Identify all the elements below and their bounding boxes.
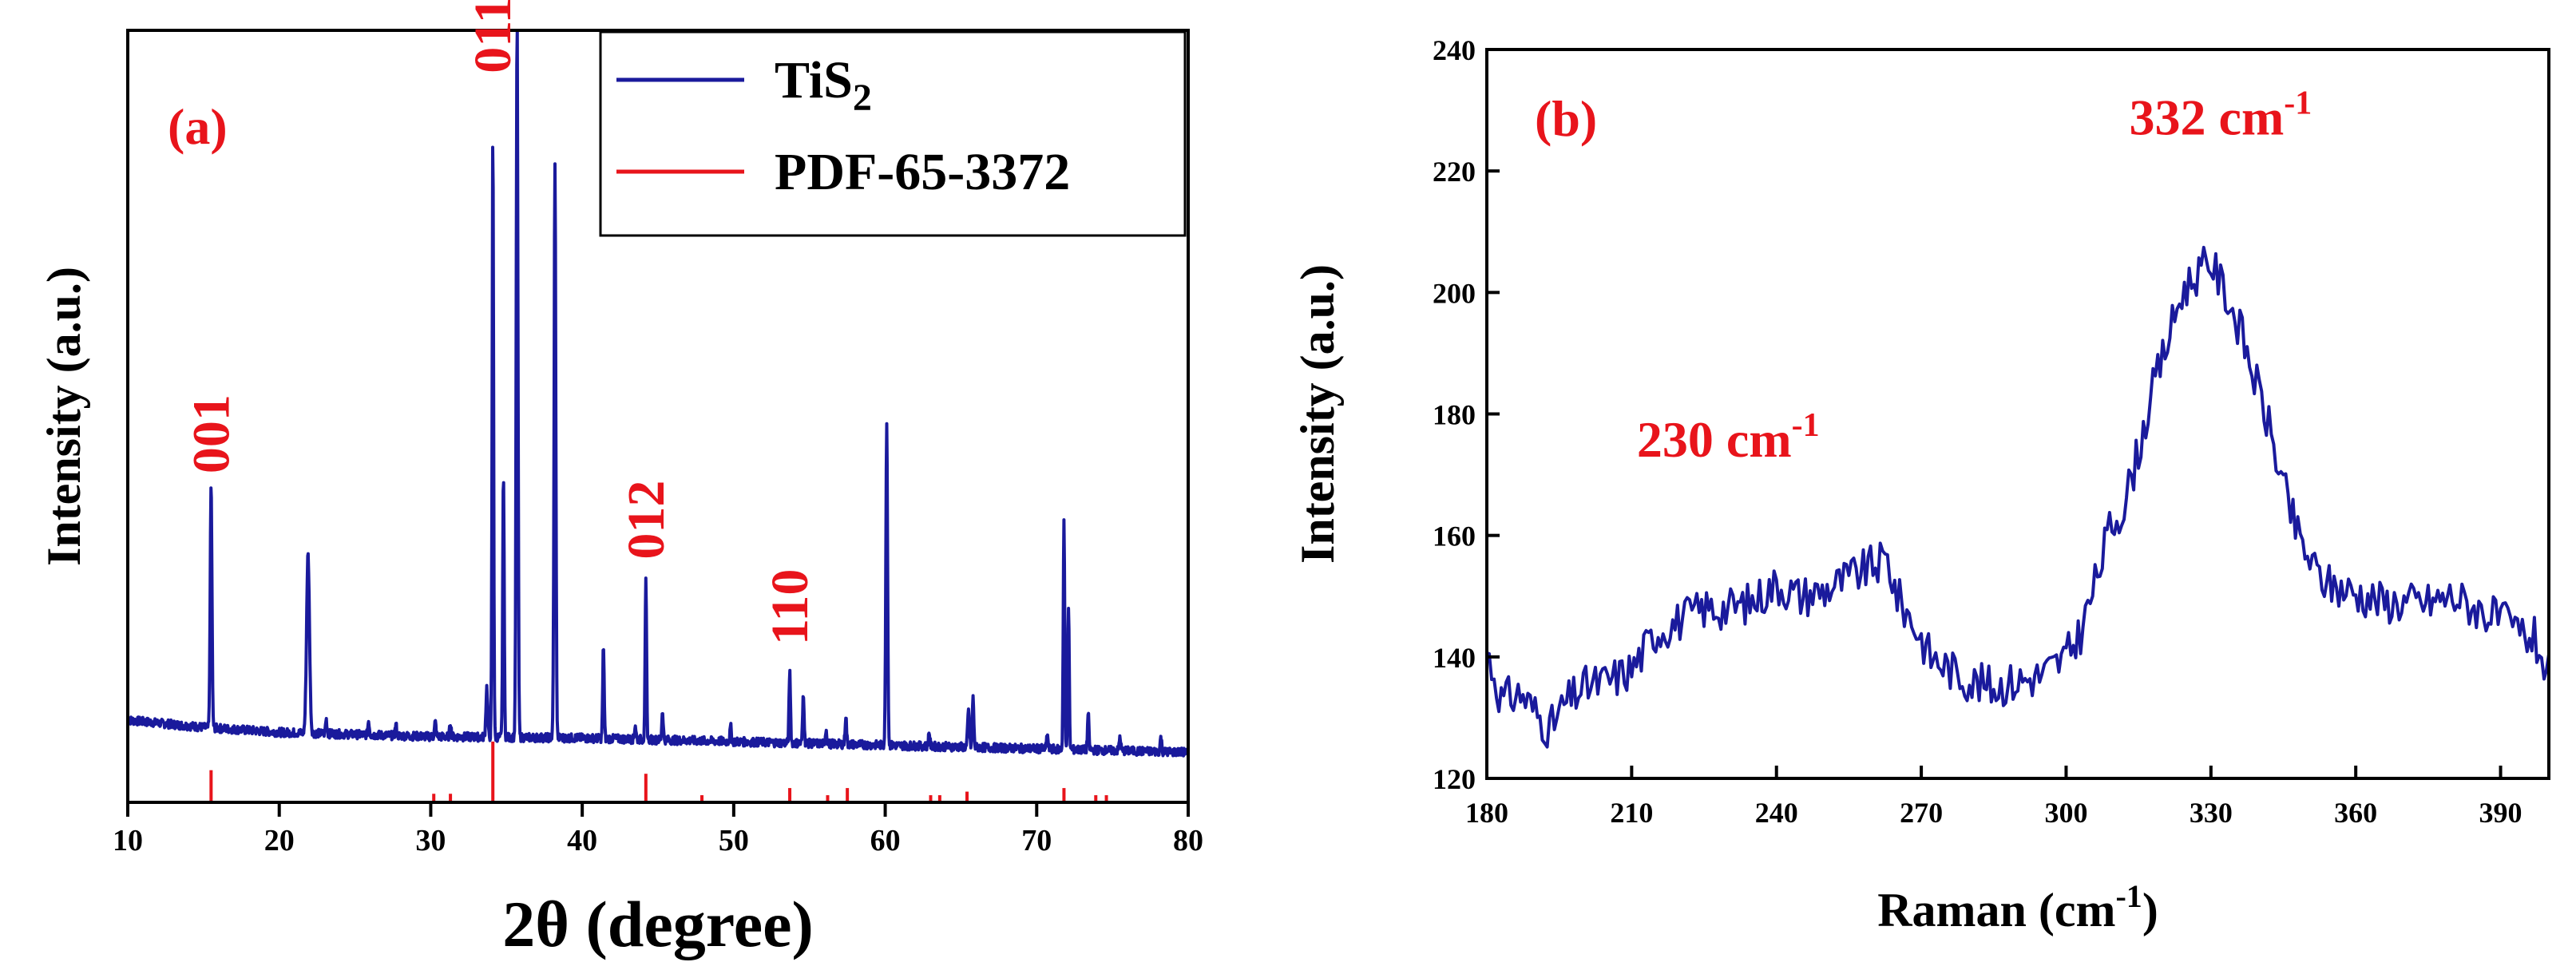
panel-b-x-axis-title-main: Raman (cm <box>1877 884 2115 936</box>
panel-b-y-axis-title: Intensity (a.u.) <box>1291 264 1344 564</box>
panel-a-legend: TiS2 PDF-65-3372 <box>599 30 1187 237</box>
panel-b-plot-area <box>1486 245 2550 749</box>
x-tick-label: 390 <box>2479 797 2522 829</box>
x-tick-label: 270 <box>1900 797 1943 829</box>
peak-label: 011 <box>464 0 522 73</box>
x-tick-label: 40 <box>567 824 597 857</box>
raman-spectrum-line <box>1486 245 2550 749</box>
panel-a-frame <box>126 29 1190 804</box>
x-tick-label: 210 <box>1610 797 1653 829</box>
y-tick-label: 140 <box>1433 642 1476 674</box>
panel-b-x-axis-title: Raman (cm-1) <box>1877 878 2158 936</box>
panel-a-x-ticks: 10 20 30 40 50 60 70 80 <box>113 802 1203 857</box>
panel-a-x-axis-title: 2θ (degree) <box>502 888 814 960</box>
panel-a-label: (a) <box>168 98 228 155</box>
panel-b-x-axis-title-end: ) <box>2142 884 2158 936</box>
x-tick-label: 300 <box>2044 797 2087 829</box>
y-tick-label: 120 <box>1433 763 1476 795</box>
y-tick-label: 200 <box>1433 277 1476 309</box>
peak-annotation-sup: -1 <box>1792 407 1820 444</box>
x-tick-label: 240 <box>1755 797 1798 829</box>
peak-label: 012 <box>617 481 676 560</box>
x-tick-label: 70 <box>1021 824 1052 857</box>
panel-b-x-axis-title-sup: -1 <box>2115 878 2142 914</box>
x-tick-label: 10 <box>113 824 143 857</box>
x-tick-label: 20 <box>264 824 295 857</box>
x-tick-label: 330 <box>2190 797 2233 829</box>
peak-annotation-text: 230 cm <box>1637 411 1792 468</box>
x-tick-label: 50 <box>719 824 749 857</box>
x-tick-label: 80 <box>1173 824 1203 857</box>
legend-label-tis2-subscript: 2 <box>853 77 872 119</box>
y-tick-label: 220 <box>1433 156 1476 188</box>
y-tick-label: 160 <box>1433 521 1476 552</box>
legend-box <box>599 30 1187 237</box>
panel-b: 180 210 240 270 300 330 360 390 120 140 160 180 200… <box>1291 34 2550 936</box>
tis2-xrd-line <box>126 29 1190 758</box>
legend-label-tis2-main: TiS <box>775 51 853 109</box>
y-tick-label: 180 <box>1433 399 1476 431</box>
panel-a-annotations: 001 011 012 110 <box>182 0 819 645</box>
peak-label: 110 <box>761 569 819 645</box>
legend-label-pdf: PDF-65-3372 <box>775 143 1070 201</box>
peak-annotation: 332 cm-1 <box>2130 85 2312 146</box>
panel-a-y-axis-title: Intensity (a.u.) <box>38 267 90 566</box>
peak-annotation-sup: -1 <box>2284 85 2312 122</box>
peak-label: 001 <box>182 394 240 473</box>
x-tick-label: 60 <box>870 824 901 857</box>
panel-b-y-ticks: 120 140 160 180 200 220 240 <box>1433 34 1500 795</box>
x-tick-label: 360 <box>2334 797 2377 829</box>
panel-a: 10 20 30 40 50 60 70 80 001 011 012 110 (a) 2θ (de… <box>38 0 1203 960</box>
x-tick-label: 180 <box>1465 797 1508 829</box>
legend-label-tis2: TiS2 <box>775 51 872 119</box>
x-tick-label: 30 <box>415 824 446 857</box>
peak-annotation: 230 cm-1 <box>1637 407 1820 468</box>
panel-b-x-ticks: 180 210 240 270 300 330 360 390 <box>1465 766 2522 829</box>
y-tick-label: 240 <box>1433 34 1476 66</box>
panel-b-label: (b) <box>1535 90 1597 147</box>
peak-annotation-text: 332 cm <box>2130 89 2285 146</box>
